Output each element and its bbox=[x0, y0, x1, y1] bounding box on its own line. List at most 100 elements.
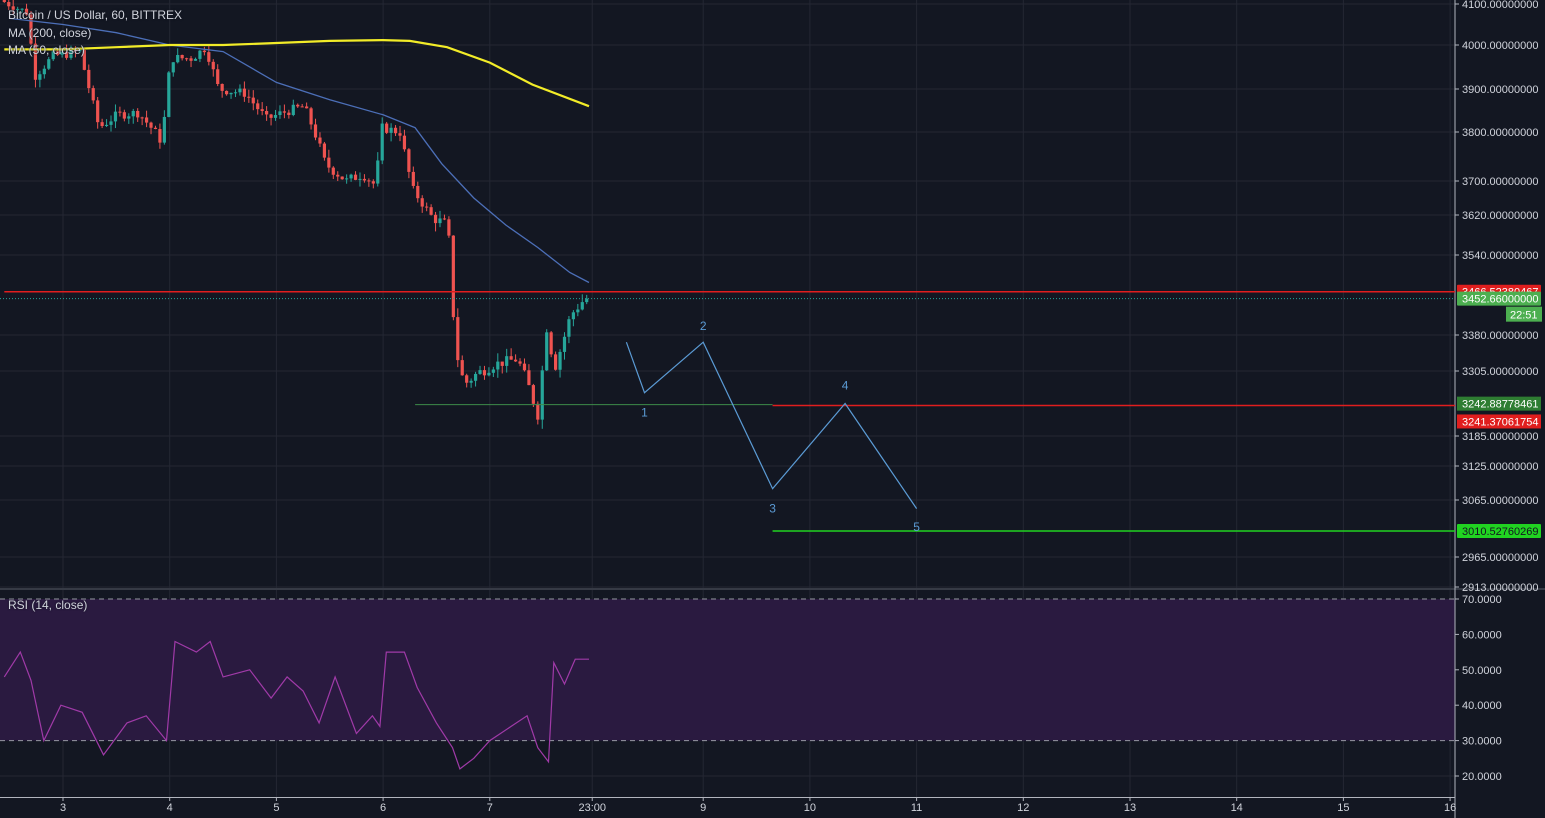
candle-body bbox=[189, 58, 193, 61]
low-support-badge-bg bbox=[1457, 396, 1541, 411]
candle bbox=[176, 48, 180, 64]
candle bbox=[385, 121, 389, 135]
candle-body bbox=[91, 88, 95, 101]
candle bbox=[265, 106, 269, 121]
candle bbox=[420, 195, 424, 213]
candle-body bbox=[113, 111, 118, 122]
candle-body bbox=[269, 114, 273, 118]
candle-body bbox=[104, 124, 109, 127]
time-tick-label-4: 4 bbox=[167, 802, 173, 814]
candle bbox=[313, 118, 318, 141]
candle-body bbox=[127, 116, 131, 119]
symbol-title[interactable]: Bitcoin / US Dollar, 60, BITTREX bbox=[8, 8, 183, 22]
candle bbox=[358, 172, 362, 187]
candle-body bbox=[487, 372, 491, 376]
candle bbox=[238, 84, 242, 96]
price-tick-label: 3065.00000000 bbox=[1462, 495, 1538, 507]
ma200-line bbox=[4, 38, 590, 108]
candle bbox=[496, 353, 500, 378]
candle-body bbox=[318, 137, 322, 144]
candle-body bbox=[242, 88, 246, 97]
candle bbox=[447, 216, 451, 238]
candle-body bbox=[87, 69, 91, 89]
last-price-badge-text: 3452.66000000 bbox=[1462, 294, 1538, 306]
candle-body bbox=[184, 58, 189, 60]
candle-body bbox=[73, 49, 78, 52]
candle bbox=[509, 348, 513, 360]
price-axis: 4100.00000000 4000.00000000 3900.00000000 3… bbox=[1455, 0, 1538, 783]
price-tick-label: 3900.00000000 bbox=[1462, 84, 1538, 96]
candle bbox=[407, 148, 411, 179]
candle bbox=[576, 303, 580, 317]
candle bbox=[140, 116, 144, 126]
candle bbox=[225, 90, 229, 96]
candle bbox=[349, 173, 353, 182]
candle-body bbox=[549, 332, 553, 355]
candle bbox=[16, 6, 20, 16]
candle-body bbox=[256, 103, 260, 110]
candle-body bbox=[545, 332, 549, 371]
candle-body bbox=[207, 52, 211, 62]
candle-body bbox=[385, 123, 389, 133]
candle bbox=[580, 294, 584, 311]
candle bbox=[282, 104, 287, 119]
candle bbox=[136, 108, 140, 122]
wave4-resistance-badge-bg bbox=[1457, 414, 1541, 429]
ma200-legend[interactable]: MA (200, close) bbox=[8, 26, 92, 40]
candle bbox=[380, 117, 384, 165]
candle bbox=[322, 141, 327, 161]
candle bbox=[118, 106, 122, 117]
candle bbox=[229, 92, 233, 99]
candle-body bbox=[438, 218, 442, 224]
wave4-resistance-badge: 3241.37061754 bbox=[1457, 414, 1541, 429]
candle bbox=[567, 316, 571, 344]
candle-body bbox=[509, 356, 513, 360]
candle bbox=[96, 97, 100, 129]
candle-body bbox=[11, 6, 15, 10]
candle-body bbox=[167, 72, 171, 117]
candle bbox=[500, 361, 504, 374]
candle-body bbox=[216, 69, 220, 84]
candle bbox=[305, 102, 309, 109]
wave4-resistance-badge-text: 3241.37061754 bbox=[1462, 416, 1538, 428]
price-tick-label: 3185.00000000 bbox=[1462, 431, 1538, 443]
candle bbox=[469, 378, 473, 388]
countdown-badge: 22:51 bbox=[1506, 306, 1542, 322]
candle bbox=[113, 104, 118, 129]
candle bbox=[345, 174, 349, 184]
wave-label-5: 5 bbox=[913, 520, 920, 534]
candle bbox=[38, 70, 42, 88]
price-tick-label: 3380.00000000 bbox=[1462, 330, 1538, 342]
candle bbox=[527, 364, 531, 386]
wave-path bbox=[625, 341, 918, 509]
low-support-badge-text: 3242.88778461 bbox=[1462, 399, 1538, 411]
candle bbox=[296, 103, 300, 108]
candle-body bbox=[220, 83, 224, 91]
candle-body bbox=[153, 127, 158, 130]
candle bbox=[553, 351, 558, 371]
rsi-band-fill bbox=[0, 599, 1455, 741]
candle bbox=[91, 85, 95, 104]
countdown-bg bbox=[1506, 306, 1542, 322]
candle-body bbox=[78, 50, 82, 52]
candle bbox=[362, 174, 367, 183]
candle bbox=[104, 119, 109, 128]
candle-body bbox=[562, 336, 567, 352]
last-price-badge-bg bbox=[1457, 291, 1541, 306]
rsi-legend[interactable]: RSI (14, close) bbox=[8, 598, 88, 612]
candle bbox=[531, 383, 535, 408]
rsi-tick-label: 50.0000 bbox=[1462, 665, 1502, 677]
ma50-legend[interactable]: MA (50, close) bbox=[8, 43, 85, 57]
candle bbox=[87, 64, 91, 94]
candle-body bbox=[96, 100, 100, 123]
candle bbox=[367, 178, 371, 187]
candle bbox=[585, 294, 589, 305]
candle bbox=[180, 54, 184, 61]
candle bbox=[540, 365, 544, 429]
candle bbox=[562, 332, 567, 360]
candle bbox=[398, 125, 402, 142]
candle bbox=[162, 110, 166, 145]
candle-body bbox=[171, 62, 175, 73]
